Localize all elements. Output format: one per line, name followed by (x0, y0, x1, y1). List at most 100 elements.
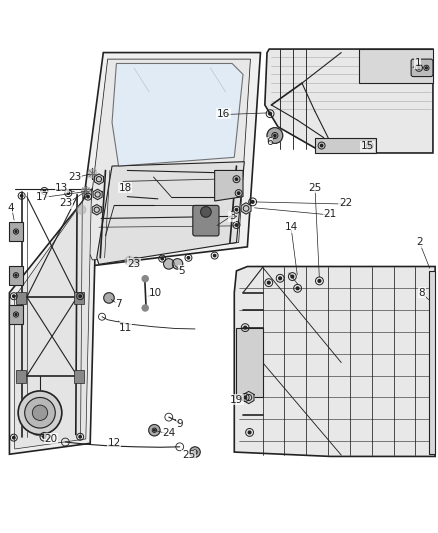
Polygon shape (10, 183, 97, 454)
Circle shape (268, 112, 272, 115)
Text: 1: 1 (414, 59, 421, 68)
Circle shape (79, 295, 81, 297)
Polygon shape (77, 53, 261, 266)
FancyBboxPatch shape (193, 205, 219, 236)
Bar (74, 292, 84, 304)
Circle shape (267, 281, 270, 284)
Circle shape (201, 207, 211, 217)
Text: 13: 13 (55, 183, 68, 193)
Circle shape (425, 67, 427, 69)
Text: 18: 18 (119, 183, 132, 193)
Text: 7: 7 (115, 298, 122, 309)
Circle shape (149, 425, 160, 436)
Polygon shape (97, 161, 244, 264)
Text: 4: 4 (7, 203, 14, 213)
Circle shape (142, 276, 148, 282)
Text: 14: 14 (284, 222, 298, 232)
Circle shape (77, 205, 86, 214)
Polygon shape (244, 391, 254, 403)
Text: 11: 11 (119, 322, 132, 333)
Bar (74, 370, 84, 383)
Polygon shape (93, 189, 102, 200)
Circle shape (213, 254, 216, 257)
Text: 25: 25 (182, 450, 195, 460)
Circle shape (244, 396, 247, 399)
Text: 23: 23 (68, 172, 81, 182)
Bar (10, 265, 22, 285)
Polygon shape (359, 49, 433, 83)
Circle shape (13, 437, 15, 439)
Circle shape (190, 447, 200, 457)
Circle shape (320, 144, 323, 147)
Circle shape (104, 293, 114, 303)
Circle shape (194, 451, 196, 453)
Circle shape (154, 430, 155, 431)
Circle shape (161, 257, 163, 260)
Circle shape (235, 208, 238, 211)
Text: 3: 3 (229, 211, 235, 221)
Circle shape (87, 196, 89, 198)
Text: 21: 21 (324, 209, 337, 219)
Text: 2: 2 (417, 238, 423, 247)
Bar (16, 370, 25, 383)
Text: 24: 24 (162, 429, 175, 438)
Bar (10, 222, 22, 241)
Circle shape (248, 431, 251, 434)
Circle shape (81, 187, 90, 196)
Circle shape (418, 67, 420, 69)
Circle shape (43, 190, 46, 192)
Text: 12: 12 (108, 438, 121, 448)
Circle shape (235, 224, 238, 226)
Text: 9: 9 (177, 419, 183, 429)
Text: 16: 16 (217, 109, 230, 119)
Text: 5: 5 (179, 266, 185, 276)
Circle shape (21, 195, 23, 197)
Circle shape (279, 277, 282, 280)
Polygon shape (428, 271, 435, 454)
Text: 20: 20 (44, 434, 57, 444)
Circle shape (88, 169, 97, 178)
FancyBboxPatch shape (411, 59, 433, 77)
Circle shape (251, 200, 254, 203)
Circle shape (244, 326, 247, 329)
Circle shape (25, 398, 55, 428)
Circle shape (187, 256, 190, 259)
Circle shape (142, 305, 148, 311)
Polygon shape (215, 171, 243, 201)
Polygon shape (237, 328, 263, 398)
Bar (315, 138, 376, 153)
Circle shape (15, 231, 17, 232)
Text: 10: 10 (149, 288, 162, 298)
Circle shape (163, 259, 174, 269)
Bar (10, 305, 22, 324)
Circle shape (79, 435, 81, 438)
Polygon shape (86, 59, 251, 260)
Text: 8: 8 (419, 288, 425, 298)
Circle shape (172, 259, 183, 269)
Text: 25: 25 (308, 183, 321, 193)
Text: 22: 22 (339, 198, 352, 208)
Circle shape (318, 279, 321, 282)
Circle shape (15, 313, 17, 316)
Circle shape (135, 260, 137, 262)
Circle shape (296, 287, 299, 290)
Polygon shape (112, 63, 243, 166)
Circle shape (32, 405, 48, 421)
Circle shape (18, 391, 62, 434)
Polygon shape (92, 205, 101, 215)
Text: 19: 19 (230, 394, 243, 405)
Text: 6: 6 (266, 137, 272, 147)
Circle shape (267, 128, 283, 143)
Circle shape (13, 295, 15, 297)
Circle shape (368, 144, 371, 147)
Polygon shape (14, 189, 92, 449)
Polygon shape (265, 49, 433, 153)
Circle shape (237, 192, 240, 195)
Text: 17: 17 (35, 192, 49, 201)
Circle shape (235, 178, 238, 180)
Polygon shape (95, 174, 103, 184)
Circle shape (67, 192, 70, 195)
Text: 23: 23 (127, 259, 141, 269)
Text: 23: 23 (60, 198, 73, 208)
Circle shape (291, 275, 294, 278)
